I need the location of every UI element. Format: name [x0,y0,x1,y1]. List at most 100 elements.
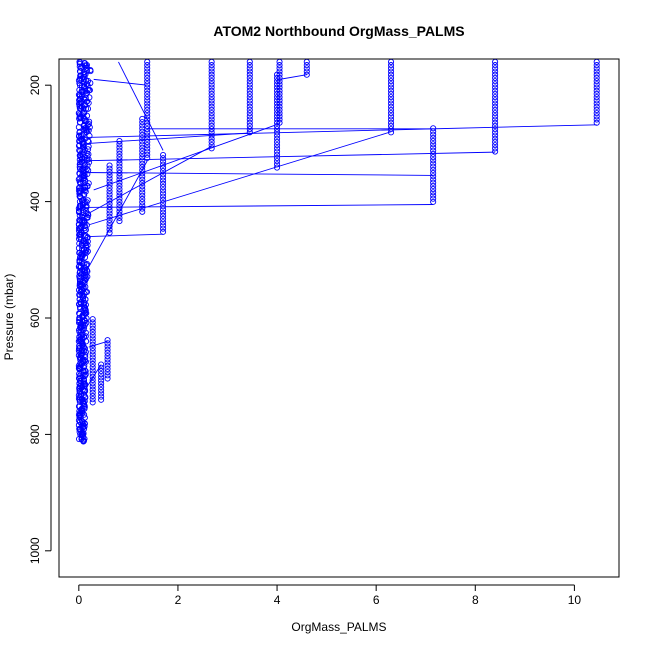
data-point [593,90,600,97]
data-point [246,84,253,91]
data-point [274,81,281,88]
data-point [98,383,105,391]
data-point [104,372,111,379]
data-point [79,146,86,153]
x-tick-label: 6 [373,593,380,607]
data-point [89,348,96,355]
data-point [76,273,83,280]
data-point [492,78,499,85]
data-point [492,135,499,142]
data-point [160,196,167,203]
data-point [116,182,123,189]
data-point [75,235,83,242]
data-point [492,145,499,152]
data-point [89,338,96,345]
data-point [492,97,499,104]
data-point [76,380,83,387]
data-point [144,78,151,85]
data-point [116,163,123,170]
data-point [116,218,123,225]
data-point [106,226,113,233]
data-point [116,211,123,218]
data-point [274,122,281,129]
data-point [208,106,215,113]
data-point [139,125,146,132]
data-point [116,141,123,148]
data-point [387,87,395,94]
data-point [76,175,83,182]
data-point [106,184,113,191]
data-point [593,81,600,88]
data-point [246,94,253,101]
data-point [116,198,123,205]
data-point [116,192,123,199]
data-point [492,126,499,133]
data-point [208,122,215,129]
data-point [208,62,215,69]
data-point [208,78,215,85]
data-point [76,91,83,98]
data-point [104,337,111,344]
data-point [81,224,89,231]
data-point [139,147,146,155]
data-point [139,135,146,142]
data-point [76,212,83,219]
data-point [274,97,281,104]
data-point [593,100,600,107]
data-point [274,90,281,97]
data-point [104,346,111,353]
data-point [98,390,105,397]
data-point [80,358,87,365]
data-point [139,151,146,158]
data-point [303,68,310,75]
data-point [160,209,167,216]
data-point [387,103,395,110]
data-point [387,106,395,113]
data-point [387,94,395,101]
data-point [274,161,281,168]
data-point [430,147,437,154]
y-tick-label: 800 [28,424,42,444]
data-point [77,64,85,71]
data-point [116,157,123,164]
data-point [89,354,96,361]
data-point [76,156,83,163]
data-point [593,97,600,104]
data-point [246,97,253,104]
data-point [274,129,281,136]
data-point [76,328,83,336]
data-point [144,62,151,69]
connecting-line [279,74,307,80]
data-point [75,403,83,410]
data-point [76,366,83,373]
data-point [80,143,87,150]
data-point [387,129,395,136]
data-point [139,183,146,190]
data-point [160,158,167,165]
data-point [106,165,113,172]
data-point [492,132,499,139]
data-point [144,65,151,72]
data-point [116,150,123,157]
data-point [139,195,146,203]
data-point [274,71,281,78]
data-point [89,344,96,352]
data-point [139,131,146,139]
data-point [160,228,167,235]
data-point [492,138,499,145]
data-point [106,188,113,195]
data-point [76,370,83,377]
data-point [160,225,167,232]
data-point [274,103,281,110]
data-point [276,62,283,69]
connecting-lines [81,61,597,389]
data-point [208,119,215,126]
data-point [208,126,215,133]
data-point [139,115,146,122]
data-point [139,202,146,209]
data-point [139,163,146,171]
data-point [274,78,281,85]
data-point [492,94,499,101]
data-point [77,268,84,275]
data-point [144,71,151,78]
